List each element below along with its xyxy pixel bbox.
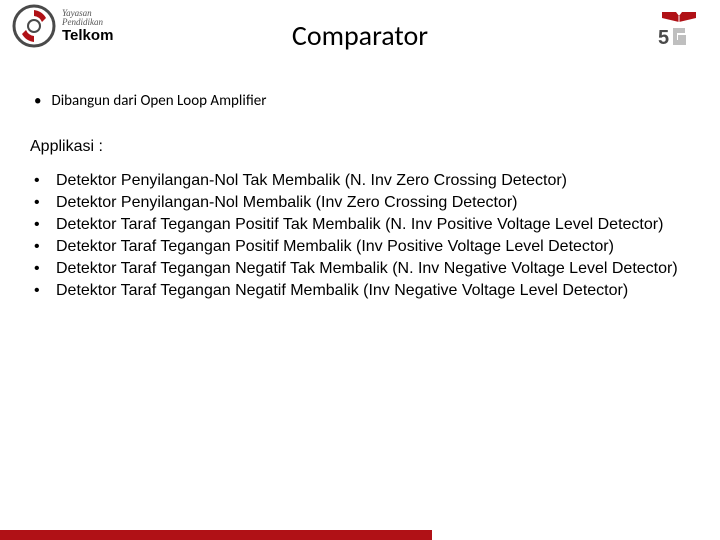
bullet-dot-icon: • xyxy=(34,92,41,110)
list-item-text: Detektor Taraf Tegangan Positif Membalik… xyxy=(56,236,720,258)
application-list: • Detektor Penyilangan-Nol Tak Membalik … xyxy=(34,170,720,302)
list-item-text: Detektor Taraf Tegangan Positif Tak Memb… xyxy=(56,214,720,236)
svg-text:5: 5 xyxy=(658,27,669,49)
list-item: • Detektor Taraf Tegangan Negatif Membal… xyxy=(34,280,720,302)
intro-text: Dibangun dari Open Loop Amplifier xyxy=(51,92,266,110)
list-item-text: Detektor Taraf Tegangan Negatif Tak Memb… xyxy=(56,258,720,280)
intro-bullet: • Dibangun dari Open Loop Amplifier xyxy=(34,92,720,110)
bullet-dot-icon: • xyxy=(34,214,56,236)
list-item: • Detektor Taraf Tegangan Positif Tak Me… xyxy=(34,214,720,236)
logo-right: 5 xyxy=(656,10,702,55)
list-item: • Detektor Taraf Tegangan Negatif Tak Me… xyxy=(34,258,720,280)
list-item: • Detektor Penyilangan-Nol Membalik (Inv… xyxy=(34,192,720,214)
list-item-text: Detektor Penyilangan-Nol Membalik (Inv Z… xyxy=(56,192,720,214)
list-item-text: Detektor Taraf Tegangan Negatif Membalik… xyxy=(56,280,720,302)
list-item-text: Detektor Penyilangan-Nol Tak Membalik (N… xyxy=(56,170,720,192)
slide-header: Yayasan Pendidikan Telkom Comparator 5 xyxy=(0,0,720,70)
footer-accent-bar xyxy=(0,530,432,540)
bullet-dot-icon: • xyxy=(34,236,56,258)
page-title: Comparator xyxy=(0,18,720,53)
section-label: Applikasi : xyxy=(30,138,720,156)
bullet-dot-icon: • xyxy=(34,258,56,280)
bullet-dot-icon: • xyxy=(34,280,56,302)
book-53-icon: 5 xyxy=(656,10,702,50)
list-item: • Detektor Penyilangan-Nol Tak Membalik … xyxy=(34,170,720,192)
bullet-dot-icon: • xyxy=(34,192,56,214)
bullet-dot-icon: • xyxy=(34,170,56,192)
list-item: • Detektor Taraf Tegangan Positif Membal… xyxy=(34,236,720,258)
